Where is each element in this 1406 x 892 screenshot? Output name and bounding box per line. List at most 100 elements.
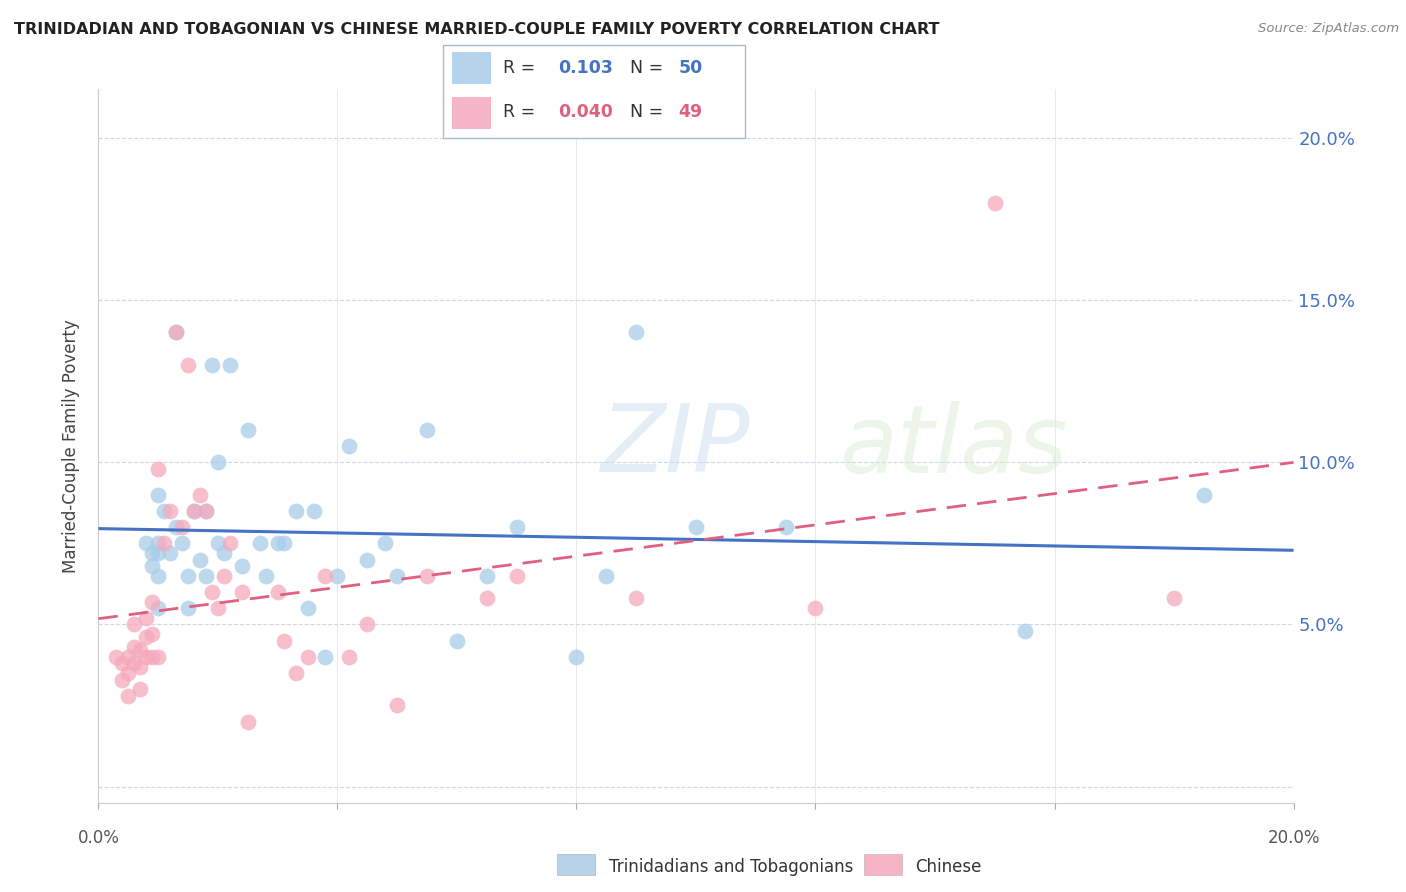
- Point: [207, 455, 229, 469]
- Point: [315, 568, 337, 582]
- Point: [148, 568, 170, 582]
- Point: [148, 546, 170, 560]
- Text: Source: ZipAtlas.com: Source: ZipAtlas.com: [1258, 22, 1399, 36]
- Point: [804, 601, 827, 615]
- Text: N =: N =: [630, 59, 669, 77]
- Point: [153, 536, 176, 550]
- Point: [165, 326, 187, 340]
- Point: [236, 423, 259, 437]
- Point: [339, 649, 360, 664]
- Point: [267, 536, 290, 550]
- Point: [219, 358, 242, 372]
- Point: [117, 689, 139, 703]
- Point: [356, 552, 378, 566]
- Text: Chinese: Chinese: [915, 858, 981, 876]
- Point: [212, 568, 235, 582]
- Point: [159, 546, 181, 560]
- Point: [172, 536, 194, 550]
- Text: 0.040: 0.040: [558, 103, 613, 121]
- Point: [297, 649, 319, 664]
- Point: [135, 631, 157, 645]
- Point: [284, 504, 307, 518]
- Point: [254, 568, 277, 582]
- Text: N =: N =: [630, 103, 669, 121]
- Text: 49: 49: [679, 103, 703, 121]
- Text: ZIP: ZIP: [600, 401, 749, 491]
- Point: [1014, 624, 1036, 638]
- Point: [183, 504, 205, 518]
- Text: 0.0%: 0.0%: [77, 829, 120, 847]
- Point: [984, 195, 1007, 210]
- Point: [273, 633, 295, 648]
- Point: [141, 559, 163, 574]
- Point: [385, 698, 409, 713]
- Point: [201, 358, 224, 372]
- Point: [374, 536, 396, 550]
- Point: [195, 504, 218, 518]
- Point: [267, 585, 290, 599]
- Point: [249, 536, 271, 550]
- Point: [111, 673, 134, 687]
- Text: R =: R =: [503, 103, 541, 121]
- Point: [302, 504, 325, 518]
- Text: 0.103: 0.103: [558, 59, 613, 77]
- Point: [177, 601, 200, 615]
- Point: [219, 536, 242, 550]
- Text: atlas: atlas: [839, 401, 1067, 491]
- Point: [231, 559, 253, 574]
- Point: [188, 552, 211, 566]
- Point: [141, 649, 163, 664]
- Point: [297, 601, 319, 615]
- Point: [124, 617, 146, 632]
- Point: [506, 568, 529, 582]
- Point: [775, 520, 797, 534]
- Point: [135, 649, 157, 664]
- Point: [339, 439, 360, 453]
- Point: [212, 546, 235, 560]
- Point: [148, 488, 170, 502]
- Point: [1192, 488, 1215, 502]
- Point: [626, 326, 648, 340]
- Point: [105, 649, 128, 664]
- Point: [135, 611, 157, 625]
- Point: [177, 568, 200, 582]
- Point: [141, 627, 163, 641]
- Point: [201, 585, 224, 599]
- Point: [385, 568, 409, 582]
- Point: [124, 640, 146, 654]
- Text: 50: 50: [679, 59, 703, 77]
- Point: [129, 643, 152, 657]
- Point: [446, 633, 468, 648]
- Point: [207, 536, 229, 550]
- Point: [129, 682, 152, 697]
- Point: [172, 520, 194, 534]
- Bar: [863, 854, 903, 875]
- Point: [117, 649, 139, 664]
- Point: [111, 657, 134, 671]
- Text: Trinidadians and Tobagonians: Trinidadians and Tobagonians: [609, 858, 853, 876]
- Point: [165, 326, 187, 340]
- Point: [506, 520, 529, 534]
- Bar: [451, 52, 491, 84]
- Point: [124, 657, 146, 671]
- Point: [475, 568, 498, 582]
- Text: TRINIDADIAN AND TOBAGONIAN VS CHINESE MARRIED-COUPLE FAMILY POVERTY CORRELATION : TRINIDADIAN AND TOBAGONIAN VS CHINESE MA…: [14, 22, 939, 37]
- Point: [195, 504, 218, 518]
- Point: [177, 358, 200, 372]
- Point: [159, 504, 181, 518]
- Point: [595, 568, 617, 582]
- Point: [148, 461, 170, 475]
- Point: [148, 536, 170, 550]
- FancyBboxPatch shape: [443, 45, 745, 138]
- Point: [231, 585, 253, 599]
- Point: [315, 649, 337, 664]
- Point: [148, 601, 170, 615]
- Point: [475, 591, 498, 606]
- Point: [129, 659, 152, 673]
- Point: [141, 546, 163, 560]
- Point: [141, 595, 163, 609]
- Point: [153, 504, 176, 518]
- Point: [188, 488, 211, 502]
- Point: [356, 617, 378, 632]
- Text: 20.0%: 20.0%: [1267, 829, 1320, 847]
